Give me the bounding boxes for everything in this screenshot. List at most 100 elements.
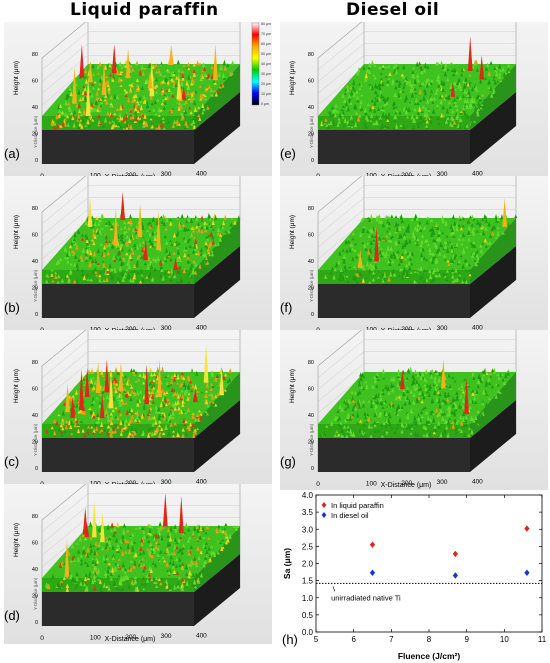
colorbar-label: 70 μm <box>261 32 271 36</box>
legend-label: In liquid paraffin <box>331 501 384 510</box>
x-tick-label: 400 <box>196 325 207 332</box>
x-tick-label: 100 <box>90 634 101 641</box>
z-tick-label: 20 <box>32 132 38 138</box>
z-tick-label: 60 <box>32 233 38 239</box>
sample-front-face <box>42 284 194 318</box>
z-tick-label: 60 <box>308 233 314 239</box>
z-tick-label: 80 <box>32 360 38 366</box>
x-tick-label: 400 <box>472 171 483 178</box>
x-tick-label: 200 <box>125 480 136 487</box>
sample-side-face <box>194 246 240 318</box>
z-tick-label: 80 <box>32 52 38 58</box>
z-axis-label: Height (μm) <box>13 61 20 95</box>
y-axis-label: Y-Distance (μm) <box>309 115 314 148</box>
y-axis-label: Y-Distance (μm) <box>33 115 38 148</box>
x-tick-label: 300 <box>161 633 172 640</box>
z-tick-label: 20 <box>308 286 314 292</box>
x-axis-label: X-Distance (μm) <box>381 482 432 489</box>
colorbar-label: 80 μm <box>261 22 271 26</box>
z-tick-label: 20 <box>308 132 314 138</box>
reference-line-label: unirradiated native Ti <box>331 593 401 602</box>
z-tick-label: 80 <box>308 360 314 366</box>
y-axis-label: Y-Distance (μm) <box>309 423 314 456</box>
sample-front-face <box>318 284 470 318</box>
z-tick-label: 20 <box>32 286 38 292</box>
sample-side-face <box>470 400 516 472</box>
z-tick-label: 0 <box>311 312 314 318</box>
x-tick-label: 200 <box>125 172 136 179</box>
z-tick-label: 80 <box>308 52 314 58</box>
colorbar-label: 20 μm <box>261 82 271 86</box>
x-tick-label: 400 <box>472 325 483 332</box>
data-point <box>369 541 376 548</box>
z-axis-label: Height (μm) <box>289 61 296 95</box>
z-tick-label: 60 <box>308 79 314 85</box>
sample-front-face <box>42 438 194 472</box>
x-axis-label: Fluence (J/cm²) <box>398 651 461 661</box>
surface-front <box>42 578 194 592</box>
z-tick-label: 0 <box>35 158 38 164</box>
data-point <box>369 569 376 576</box>
z-tick-label: 0 <box>35 466 38 472</box>
colorbar <box>251 22 260 106</box>
y-axis-label: Y-Distance (μm) <box>33 577 38 610</box>
z-axis-label: Height (μm) <box>289 215 296 249</box>
surface-texture <box>50 43 235 130</box>
y-axis-label: Y-Distance (μm) <box>33 423 38 456</box>
z-tick-label: 40 <box>32 567 38 573</box>
x-tick-label: 300 <box>161 171 172 178</box>
panel-label: (g) <box>280 454 296 469</box>
colorbar-label: 60 μm <box>261 42 271 46</box>
x-tick-label: 300 <box>437 325 448 332</box>
surface-side <box>194 372 240 438</box>
x-axis-label: X-Distance (μm) <box>105 636 156 643</box>
x-tick-label: 400 <box>196 479 207 486</box>
x-tick-label: 100 <box>90 326 101 333</box>
z-tick-label: 60 <box>32 387 38 393</box>
surface-front <box>318 424 470 438</box>
z-axis-label: Height (μm) <box>13 215 20 249</box>
surface-texture <box>44 492 240 592</box>
colorbar-label: 50 μm <box>261 52 271 56</box>
surface-plot-g: 0 20 40 60 80 Height (μm) Y-Distance (μm) 0 100 2… <box>280 330 548 490</box>
z-tick-label: 40 <box>308 413 314 419</box>
surface-side <box>194 64 240 130</box>
x-tick-label: 11 <box>538 635 547 644</box>
z-tick-label: 40 <box>32 259 38 265</box>
z-tick-label: 0 <box>311 158 314 164</box>
x-tick-label: 6 <box>351 635 356 644</box>
panel-label: (e) <box>280 146 296 161</box>
x-tick-label: 9 <box>464 635 469 644</box>
reference-arrow <box>332 586 336 592</box>
z-tick-label: 80 <box>32 206 38 212</box>
z-tick-label: 40 <box>308 259 314 265</box>
x-tick-label: 100 <box>366 326 377 333</box>
colorbar-label: 40 μm <box>261 62 271 66</box>
surface-texture <box>45 191 241 284</box>
y-tick-label: 0.5 <box>302 611 314 620</box>
panel-label: (d) <box>4 608 20 623</box>
z-tick-label: 20 <box>32 594 38 600</box>
sa-fluence-chart: 0.0 0.5 1.0 1.5 2.0 2.5 3.0 3.5 4.0 5 6 7 8 9 10 11 unir… <box>280 487 548 663</box>
surface-side <box>470 372 516 438</box>
panel-label: (f) <box>280 300 293 315</box>
colorbar-label: 30 μm <box>261 72 271 76</box>
x-tick-label: 400 <box>196 171 207 178</box>
panel-label: (b) <box>4 300 20 315</box>
y-tick-label: 3.5 <box>302 508 314 517</box>
y-tick-label: 4.0 <box>302 491 314 500</box>
x-tick-label: 0 <box>316 481 320 488</box>
z-tick-label: 80 <box>308 206 314 212</box>
sample-side-face <box>470 246 516 318</box>
x-tick-label: 200 <box>401 172 412 179</box>
panel-label: (h) <box>282 632 298 647</box>
panel-label: (c) <box>4 454 20 469</box>
z-tick-label: 40 <box>32 105 38 111</box>
z-axis-label: Height (μm) <box>289 369 296 403</box>
y-tick-label: 1.0 <box>302 594 314 603</box>
surface-texture <box>320 36 511 130</box>
